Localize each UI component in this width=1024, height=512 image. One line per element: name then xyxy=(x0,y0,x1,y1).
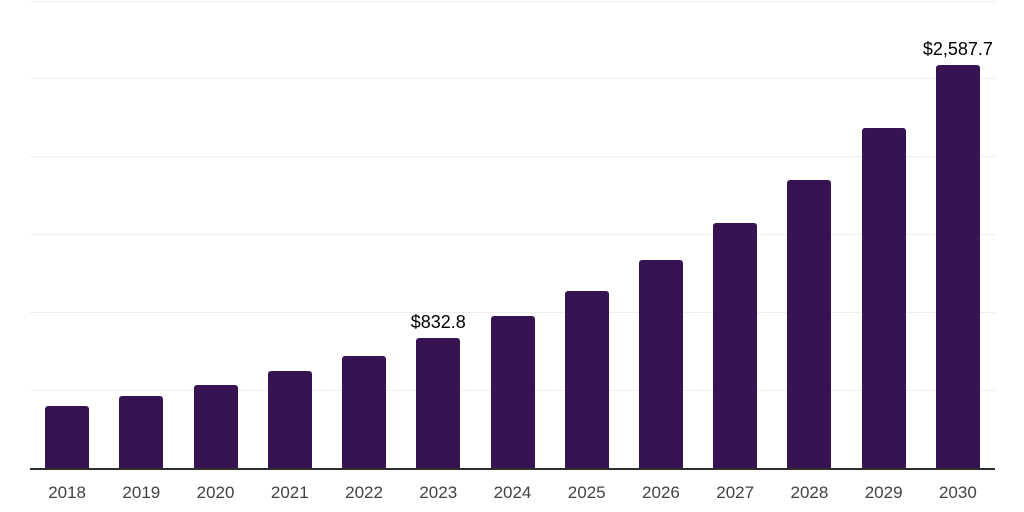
x-tick-label-2019: 2019 xyxy=(122,483,161,502)
gridline xyxy=(30,0,995,2)
x-tick-label-2024: 2024 xyxy=(493,483,532,502)
bar-2029 xyxy=(861,128,906,468)
x-tick-label-2030: 2030 xyxy=(938,483,977,502)
bar-value-label-2030: $2,587.7 xyxy=(922,39,993,59)
x-tick-label-2022: 2022 xyxy=(345,483,383,502)
bar-2018 xyxy=(45,406,90,468)
x-tick-label-2028: 2028 xyxy=(790,483,829,502)
bar-2023 xyxy=(416,338,461,468)
x-tick-label-2023: 2023 xyxy=(419,483,458,502)
bar-2024 xyxy=(490,316,535,468)
x-tick-label-2018: 2018 xyxy=(48,483,87,502)
bar-2027 xyxy=(713,223,758,468)
x-tick-label-2020: 2020 xyxy=(196,483,235,502)
bar-2022 xyxy=(342,356,387,468)
x-axis-line xyxy=(30,468,995,470)
bar-2026 xyxy=(638,260,683,468)
x-tick-label-2027: 2027 xyxy=(716,483,755,502)
x-tick-label-2021: 2021 xyxy=(270,483,309,502)
gridline xyxy=(30,234,995,236)
bar-2030 xyxy=(935,65,980,468)
gridline xyxy=(30,78,995,80)
x-tick-label-2025: 2025 xyxy=(567,483,606,502)
bar-2021 xyxy=(267,371,312,468)
bar-2020 xyxy=(193,385,238,468)
x-tick-label-2026: 2026 xyxy=(642,483,680,502)
bar-value-label-2023: $832.8 xyxy=(410,312,466,332)
bar-2019 xyxy=(119,396,164,468)
bar-2028 xyxy=(787,180,832,468)
gridline xyxy=(30,156,995,158)
bar-2025 xyxy=(564,291,609,468)
x-tick-label-2029: 2029 xyxy=(864,483,903,502)
gridline xyxy=(30,312,995,314)
